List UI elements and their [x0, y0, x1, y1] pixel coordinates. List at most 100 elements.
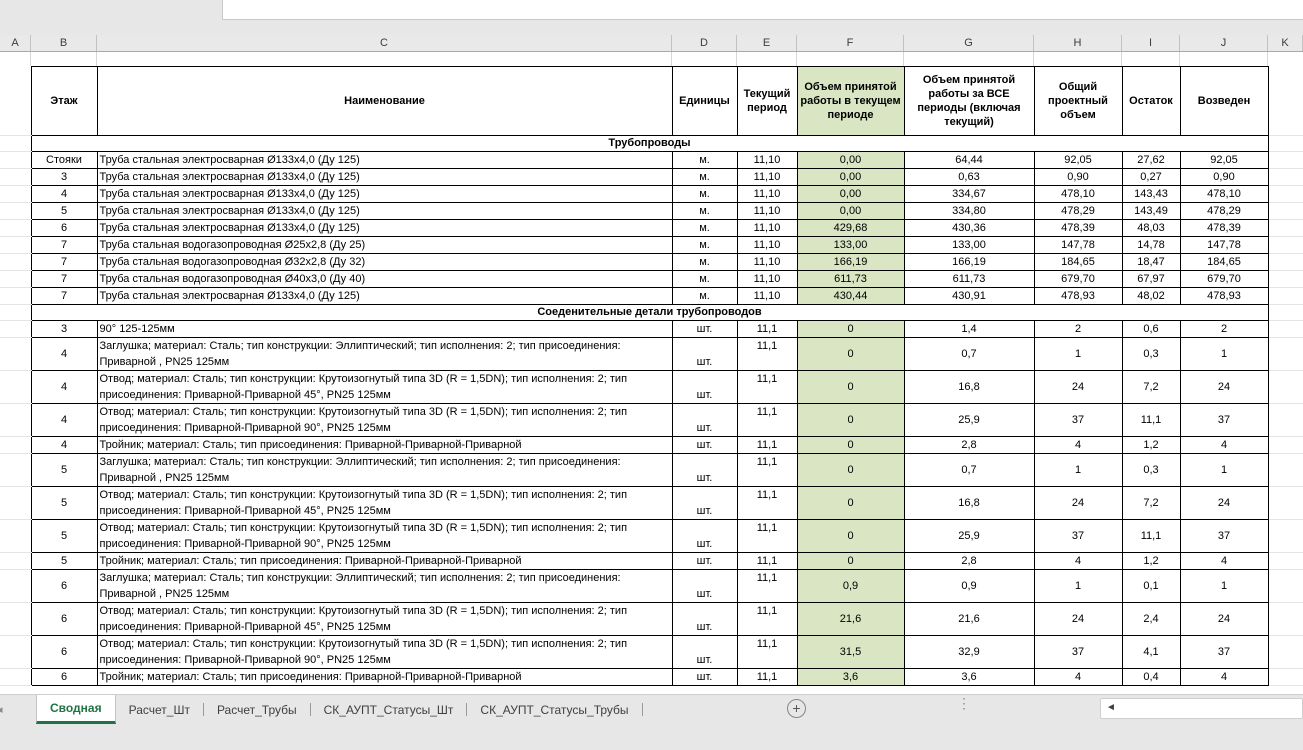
name-cell[interactable]: Труба стальная электросварная Ø133х4,0 (… — [96, 168, 673, 186]
erected-cell[interactable]: 478,39 — [1179, 219, 1269, 237]
tabbar-resize-handle-icon[interactable]: ⋮ — [957, 695, 971, 711]
accepted-current-cell[interactable]: 0 — [796, 486, 905, 520]
accepted-all-cell[interactable]: 0,7 — [903, 453, 1035, 487]
current-period-cell[interactable]: 11,10 — [736, 253, 798, 271]
floor-cell[interactable]: 7 — [30, 287, 98, 305]
accepted-all-cell[interactable]: 430,36 — [903, 219, 1035, 237]
current-period-cell[interactable]: 11,1 — [736, 403, 798, 437]
empty-cell[interactable] — [1268, 436, 1303, 454]
total-project-cell[interactable]: 37 — [1033, 519, 1123, 553]
sheet-tab-Сводная[interactable]: Сводная — [36, 695, 116, 724]
empty-cell[interactable] — [0, 403, 31, 437]
floor-cell[interactable]: 4 — [30, 436, 98, 454]
empty-cell[interactable] — [0, 287, 31, 305]
erected-cell[interactable]: 37 — [1179, 635, 1269, 669]
current-period-cell[interactable]: 11,1 — [736, 436, 798, 454]
empty-cell[interactable] — [0, 453, 31, 487]
erected-cell[interactable]: 184,65 — [1179, 253, 1269, 271]
remainder-cell[interactable]: 14,78 — [1121, 236, 1181, 254]
erected-cell[interactable]: 4 — [1179, 552, 1269, 570]
total-project-cell[interactable]: 24 — [1033, 370, 1123, 404]
erected-cell[interactable]: 1 — [1179, 337, 1269, 371]
name-cell[interactable]: Тройник; материал: Сталь; тип присоедине… — [96, 668, 673, 686]
header-total-project[interactable]: Общий проектный объем — [1033, 66, 1123, 136]
header-units[interactable]: Единицы — [671, 66, 738, 136]
remainder-cell[interactable]: 0,1 — [1121, 569, 1181, 603]
horizontal-scrollbar[interactable]: ◄ — [1100, 698, 1303, 719]
accepted-all-cell[interactable]: 21,6 — [903, 602, 1035, 636]
current-period-cell[interactable]: 11,1 — [736, 320, 798, 338]
accepted-current-cell[interactable]: 0 — [796, 519, 905, 553]
erected-cell[interactable]: 24 — [1179, 486, 1269, 520]
units-cell[interactable]: шт. — [671, 320, 738, 338]
tab-nav-arrow-icon[interactable]: ◂ — [0, 703, 3, 716]
empty-cell[interactable] — [1268, 552, 1303, 570]
accepted-current-cell[interactable]: 429,68 — [796, 219, 905, 237]
accepted-all-cell[interactable]: 2,8 — [903, 552, 1035, 570]
empty-cell[interactable] — [0, 304, 31, 321]
sheet-tab-СК_АУПТ_Статусы_Трубы[interactable]: СК_АУПТ_Статусы_Трубы — [480, 702, 629, 717]
empty-cell[interactable] — [0, 552, 31, 570]
total-project-cell[interactable]: 4 — [1033, 436, 1123, 454]
accepted-all-cell[interactable]: 0,9 — [903, 569, 1035, 603]
empty-cell[interactable] — [1268, 287, 1303, 305]
remainder-cell[interactable]: 48,02 — [1121, 287, 1181, 305]
total-project-cell[interactable]: 184,65 — [1033, 253, 1123, 271]
erected-cell[interactable]: 37 — [1179, 403, 1269, 437]
total-project-cell[interactable]: 478,39 — [1033, 219, 1123, 237]
units-cell[interactable]: шт. — [671, 486, 738, 520]
empty-cell[interactable] — [0, 602, 31, 636]
current-period-cell[interactable]: 11,10 — [736, 202, 798, 220]
accepted-current-cell[interactable]: 0 — [796, 403, 905, 437]
name-cell[interactable]: Отвод; материал: Сталь; тип конструкции:… — [96, 403, 673, 437]
accepted-all-cell[interactable]: 3,6 — [903, 668, 1035, 686]
name-cell[interactable]: Труба стальная электросварная Ø133х4,0 (… — [96, 185, 673, 203]
header-current-period[interactable]: Текущий период — [736, 66, 798, 136]
total-project-cell[interactable]: 1 — [1033, 337, 1123, 371]
column-letter-E[interactable]: E — [737, 35, 797, 51]
column-letter-B[interactable]: B — [31, 35, 97, 51]
empty-cell[interactable] — [1268, 403, 1303, 437]
name-cell[interactable]: Труба стальная водогазопроводная Ø40х3,0… — [96, 270, 673, 288]
current-period-cell[interactable]: 11,10 — [736, 168, 798, 186]
name-cell[interactable]: Труба стальная водогазопроводная Ø32х2,8… — [96, 253, 673, 271]
erected-cell[interactable]: 4 — [1179, 668, 1269, 686]
empty-cell[interactable] — [0, 236, 31, 254]
accepted-all-cell[interactable]: 25,9 — [903, 519, 1035, 553]
erected-cell[interactable]: 92,05 — [1179, 151, 1269, 169]
accepted-current-cell[interactable]: 0,00 — [796, 185, 905, 203]
column-letter-I[interactable]: I — [1122, 35, 1180, 51]
name-cell[interactable]: Тройник; материал: Сталь; тип присоедине… — [96, 436, 673, 454]
empty-cell[interactable] — [1268, 270, 1303, 288]
accepted-all-cell[interactable]: 16,8 — [903, 486, 1035, 520]
header-name[interactable]: Наименование — [96, 66, 673, 136]
floor-cell[interactable]: 3 — [30, 320, 98, 338]
remainder-cell[interactable]: 0,3 — [1121, 453, 1181, 487]
total-project-cell[interactable]: 679,70 — [1033, 270, 1123, 288]
floor-cell[interactable]: 4 — [30, 370, 98, 404]
header-remainder[interactable]: Остаток — [1121, 66, 1181, 136]
header-erected[interactable]: Возведен — [1179, 66, 1269, 136]
accepted-all-cell[interactable]: 1,4 — [903, 320, 1035, 338]
empty-cell[interactable] — [1268, 668, 1303, 686]
units-cell[interactable]: м. — [671, 151, 738, 169]
current-period-cell[interactable]: 11,1 — [736, 486, 798, 520]
empty-cell[interactable] — [1268, 304, 1303, 321]
current-period-cell[interactable]: 11,10 — [736, 287, 798, 305]
accepted-all-cell[interactable]: 16,8 — [903, 370, 1035, 404]
name-cell[interactable]: Заглушка; материал: Сталь; тип конструкц… — [96, 337, 673, 371]
accepted-current-cell[interactable]: 0 — [796, 552, 905, 570]
accepted-current-cell[interactable]: 0,00 — [796, 168, 905, 186]
empty-cell[interactable] — [0, 370, 31, 404]
empty-cell[interactable] — [1268, 219, 1303, 237]
accepted-current-cell[interactable]: 133,00 — [796, 236, 905, 254]
total-project-cell[interactable]: 478,93 — [1033, 287, 1123, 305]
floor-cell[interactable]: 5 — [30, 202, 98, 220]
units-cell[interactable]: шт. — [671, 519, 738, 553]
name-cell[interactable]: Труба стальная электросварная Ø133х4,0 (… — [96, 219, 673, 237]
floor-cell[interactable]: 6 — [30, 668, 98, 686]
floor-cell[interactable]: 4 — [30, 337, 98, 371]
units-cell[interactable]: шт. — [671, 602, 738, 636]
remainder-cell[interactable]: 1,2 — [1121, 436, 1181, 454]
empty-cell[interactable] — [0, 320, 31, 338]
